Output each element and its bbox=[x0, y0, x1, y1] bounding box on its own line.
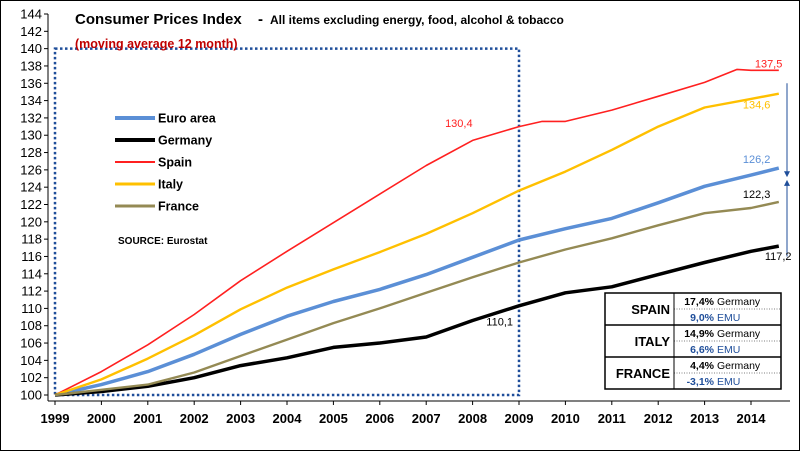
data-label: 126,2 bbox=[743, 154, 771, 166]
x-tick-label: 2007 bbox=[412, 411, 441, 426]
y-tick-label: 132 bbox=[20, 110, 42, 125]
table-value: 4,4% bbox=[690, 360, 715, 372]
x-tick-label: 2010 bbox=[551, 411, 580, 426]
table-country: FRANCE bbox=[616, 366, 670, 381]
table-country: SPAIN bbox=[631, 302, 670, 317]
legend-label: Euro area bbox=[158, 112, 217, 126]
table-value: -3,1% bbox=[687, 376, 715, 388]
y-tick-label: 112 bbox=[21, 284, 42, 299]
x-tick-label: 2006 bbox=[365, 411, 394, 426]
y-tick-label: 104 bbox=[20, 353, 42, 368]
y-tick-label: 122 bbox=[20, 197, 42, 212]
data-label: 110,1 bbox=[486, 317, 513, 329]
data-label: 137,5 bbox=[755, 58, 783, 70]
y-tick-label: 144 bbox=[20, 7, 42, 22]
data-label: 117,2 bbox=[765, 251, 792, 263]
table-label: Germany bbox=[717, 328, 761, 340]
x-tick-label: 2003 bbox=[226, 411, 255, 426]
x-tick-label: 2009 bbox=[505, 411, 534, 426]
x-tick-label: 2014 bbox=[737, 411, 767, 426]
y-tick-label: 130 bbox=[20, 128, 42, 143]
x-tick-label: 2005 bbox=[319, 411, 348, 426]
y-tick-label: 110 bbox=[21, 301, 42, 316]
x-tick-label: 2011 bbox=[598, 411, 626, 426]
table-value: 17,4% bbox=[684, 296, 714, 308]
legend-label: Italy bbox=[158, 178, 183, 192]
x-tick-label: 2002 bbox=[180, 411, 209, 426]
table-country: ITALY bbox=[635, 334, 671, 349]
y-tick-label: 106 bbox=[20, 336, 42, 351]
table-label: EMU bbox=[717, 344, 740, 356]
y-tick-label: 124 bbox=[20, 180, 42, 195]
x-tick-label: 2008 bbox=[458, 411, 487, 426]
y-tick-label: 100 bbox=[20, 388, 42, 403]
y-tick-label: 108 bbox=[20, 318, 42, 333]
data-label: 134,6 bbox=[743, 99, 771, 111]
table-value: 6,6% bbox=[690, 344, 715, 356]
table-label: Germany bbox=[717, 296, 761, 308]
y-tick-label: 140 bbox=[20, 41, 42, 56]
y-tick-label: 116 bbox=[21, 249, 42, 264]
series-line-germany bbox=[54, 244, 780, 397]
series-line-italy bbox=[54, 92, 780, 397]
y-tick-label: 134 bbox=[20, 93, 42, 108]
y-tick-label: 102 bbox=[20, 370, 42, 385]
series-line-spain bbox=[54, 68, 779, 396]
y-tick-label: 114 bbox=[21, 266, 42, 281]
table-value: 14,9% bbox=[684, 328, 714, 340]
table-value: 9,0% bbox=[690, 312, 715, 324]
chart-title-suffix: All items excluding energy, food, alcoho… bbox=[270, 13, 564, 27]
y-tick-label: 142 bbox=[20, 24, 42, 39]
series-line-france bbox=[54, 200, 780, 397]
legend-label: Spain bbox=[158, 156, 192, 170]
legend-label: Germany bbox=[158, 134, 212, 148]
x-tick-label: 1999 bbox=[41, 411, 70, 426]
table-label: EMU bbox=[717, 376, 740, 388]
x-tick-label: 2012 bbox=[644, 411, 673, 426]
y-tick-label: 136 bbox=[20, 76, 42, 91]
chart-title: Consumer Prices Index bbox=[75, 11, 242, 28]
x-tick-label: 2000 bbox=[87, 411, 116, 426]
y-tick-label: 118 bbox=[21, 232, 42, 247]
chart-subtitle: (moving average 12 month) bbox=[75, 37, 238, 51]
legend-label: France bbox=[158, 200, 199, 214]
x-tick-label: 2004 bbox=[273, 411, 303, 426]
x-tick-label: 2001 bbox=[133, 411, 162, 426]
x-tick-label: 2013 bbox=[690, 411, 719, 426]
data-label: 130,4 bbox=[445, 118, 473, 130]
series-line-euro-area bbox=[54, 166, 780, 397]
y-tick-label: 128 bbox=[20, 145, 42, 160]
y-tick-label: 126 bbox=[20, 162, 42, 177]
table-label: Germany bbox=[717, 360, 761, 372]
y-tick-label: 138 bbox=[20, 58, 42, 73]
y-tick-label: 120 bbox=[20, 214, 42, 229]
period-highlight-box bbox=[53, 47, 521, 397]
table-label: EMU bbox=[717, 312, 740, 324]
title-separator: - bbox=[258, 11, 263, 28]
source-note: SOURCE: Eurostat bbox=[118, 236, 208, 247]
data-label: 122,3 bbox=[743, 189, 771, 201]
